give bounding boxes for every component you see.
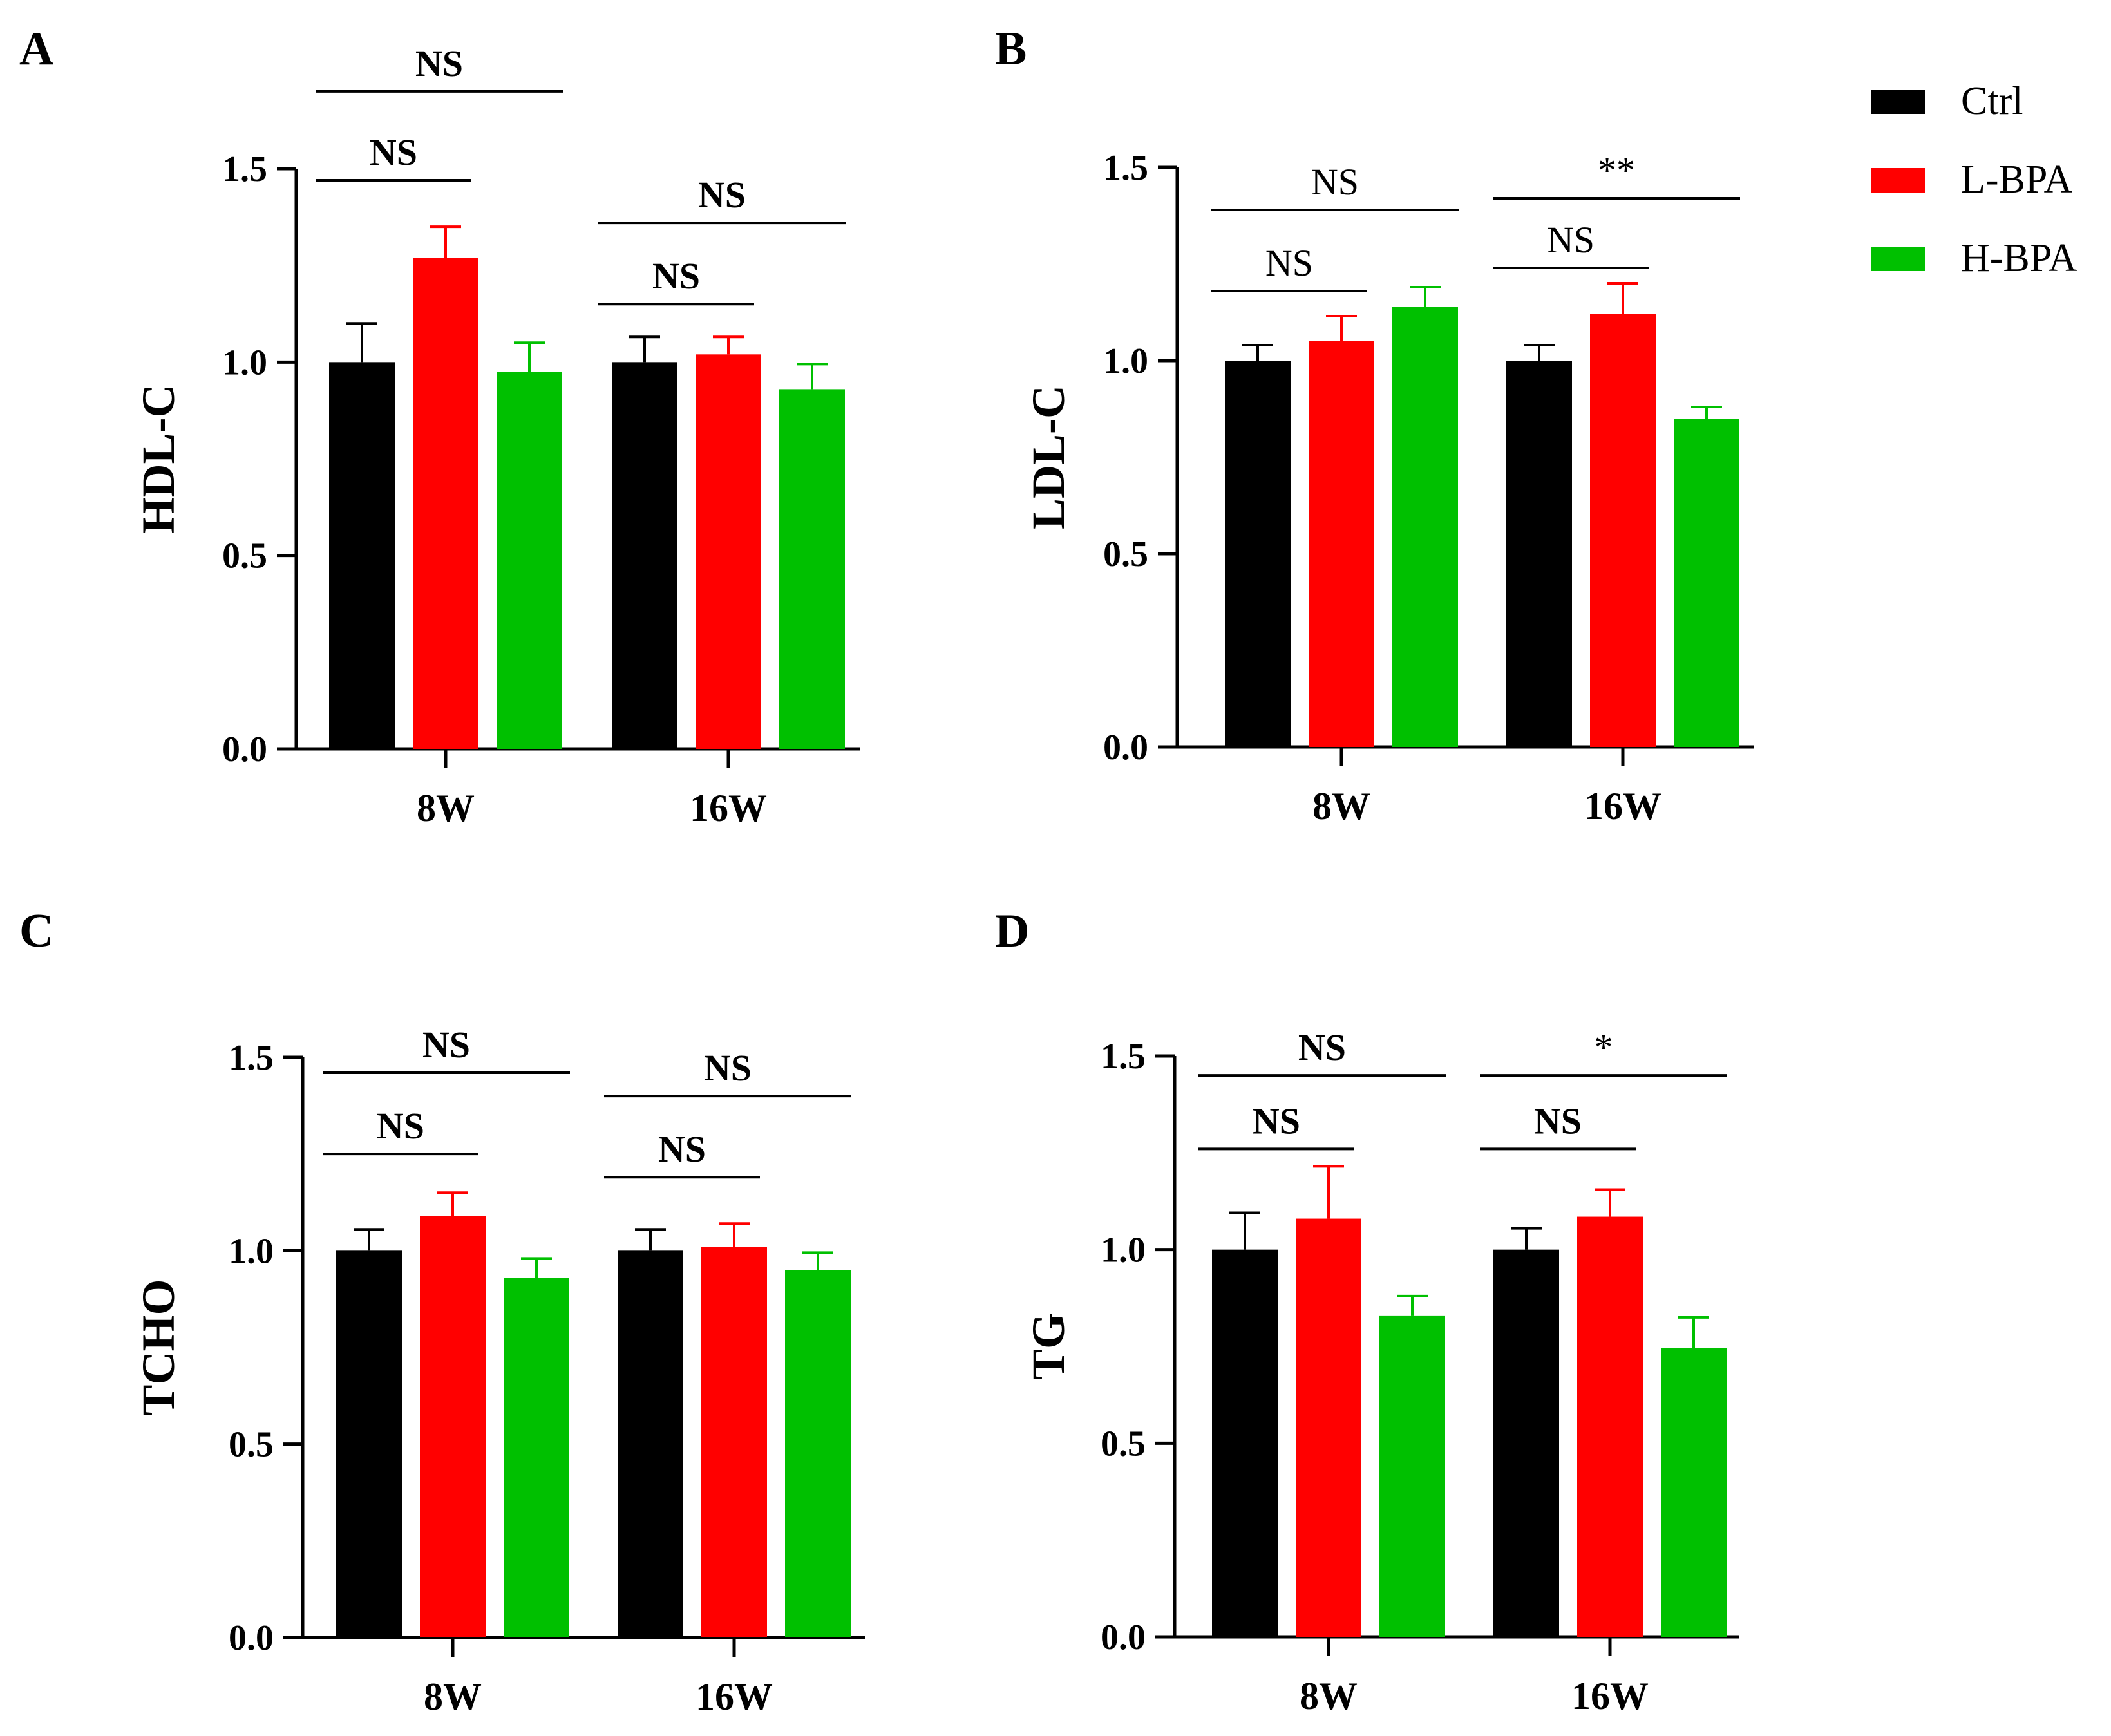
- bar: [696, 354, 761, 749]
- bar: [1674, 419, 1739, 747]
- significance-label: NS: [658, 1128, 706, 1170]
- significance-label: NS: [1547, 219, 1595, 261]
- bar: [1309, 341, 1374, 747]
- y-axis-title: HDL-C: [133, 384, 184, 534]
- significance-label: NS: [652, 255, 700, 297]
- y-tick-label: 1.5: [1103, 148, 1148, 188]
- significance-label: NS: [704, 1047, 752, 1089]
- y-tick-label: 1.5: [222, 149, 267, 189]
- y-tick-label: 0.5: [1103, 534, 1148, 574]
- legend-swatch: [1871, 90, 1925, 114]
- bar: [413, 258, 478, 749]
- significance-label: NS: [422, 1024, 470, 1066]
- panel-d: D TG 0.0 0.5 1.0 1.5 8W 16W NS NS NS *: [995, 905, 1739, 1717]
- y-tick-label: 1.5: [229, 1038, 274, 1078]
- bar: [612, 362, 677, 749]
- significance-label: NS: [370, 131, 417, 173]
- significance-label: NS: [377, 1105, 424, 1147]
- bar: [701, 1247, 767, 1637]
- y-tick-label: 1.5: [1101, 1037, 1146, 1077]
- y-tick-label: 0.0: [1101, 1618, 1146, 1657]
- bar: [329, 362, 395, 749]
- significance-label: NS: [415, 42, 463, 84]
- y-tick-label: 1.0: [229, 1231, 274, 1271]
- y-tick-label: 1.0: [1101, 1231, 1146, 1270]
- x-tick-label: 8W: [1312, 785, 1370, 827]
- bar: [618, 1250, 683, 1637]
- x-tick-label: 8W: [417, 787, 475, 829]
- panel-letter: C: [19, 905, 53, 958]
- legend-label: H-BPA: [1961, 236, 2078, 280]
- significance-label: NS: [1534, 1100, 1582, 1142]
- significance-label: NS: [1253, 1100, 1300, 1142]
- legend-label: L-BPA: [1961, 158, 2073, 202]
- significance-label: NS: [698, 174, 746, 216]
- y-tick-label: 1.0: [1103, 341, 1148, 381]
- panel-letter: B: [995, 23, 1027, 75]
- x-tick-label: 16W: [696, 1675, 773, 1718]
- bar: [785, 1270, 851, 1637]
- x-tick-label: 16W: [690, 787, 767, 829]
- bar: [1296, 1218, 1361, 1637]
- bar: [1212, 1249, 1278, 1637]
- x-tick-label: 16W: [1584, 785, 1661, 827]
- bar: [497, 372, 562, 749]
- bar: [420, 1216, 486, 1637]
- bar: [1506, 361, 1572, 747]
- x-tick-label: 8W: [1300, 1675, 1358, 1717]
- y-axis-title: TCHO: [133, 1279, 184, 1415]
- y-tick-label: 0.0: [229, 1618, 274, 1658]
- significance-label: NS: [1311, 161, 1359, 203]
- y-tick-label: 0.5: [229, 1425, 274, 1465]
- bar: [1225, 361, 1291, 747]
- bar: [504, 1278, 569, 1637]
- significance-label: **: [1598, 149, 1635, 191]
- significance-label: NS: [1265, 242, 1313, 284]
- legend-swatch: [1871, 247, 1925, 271]
- significance-label: *: [1595, 1026, 1613, 1068]
- legend-label: Ctrl: [1961, 79, 2023, 123]
- y-tick-label: 1.0: [222, 343, 267, 382]
- panel-c: C TCHO 0.0 0.5 1.0 1.5 8W 16W NS NS NS NS: [19, 905, 865, 1718]
- y-tick-label: 0.0: [222, 730, 267, 769]
- panel-a: A HDL-C 0.0 0.5 1.0 1.5 8W 16W NS NS NS NS: [19, 23, 860, 829]
- bar: [1379, 1315, 1445, 1637]
- legend: Ctrl L-BPA H-BPA: [1871, 79, 2078, 280]
- x-tick-label: 8W: [424, 1675, 482, 1718]
- panel-letter: A: [19, 23, 53, 75]
- y-tick-label: 0.5: [222, 536, 267, 576]
- bar: [1661, 1348, 1727, 1637]
- bar: [779, 389, 845, 749]
- bar: [1577, 1216, 1643, 1637]
- bar: [336, 1250, 402, 1637]
- panel-letter: D: [995, 905, 1029, 958]
- y-tick-label: 0.5: [1101, 1424, 1146, 1464]
- x-tick-label: 16W: [1571, 1675, 1649, 1717]
- bar: [1392, 307, 1458, 747]
- y-axis-title: TG: [1023, 1313, 1074, 1380]
- legend-swatch: [1871, 168, 1925, 193]
- y-tick-label: 0.0: [1103, 728, 1148, 768]
- y-axis-title: LDL-C: [1023, 385, 1074, 529]
- significance-label: NS: [1298, 1026, 1346, 1068]
- bar: [1493, 1249, 1559, 1637]
- bar: [1590, 314, 1656, 747]
